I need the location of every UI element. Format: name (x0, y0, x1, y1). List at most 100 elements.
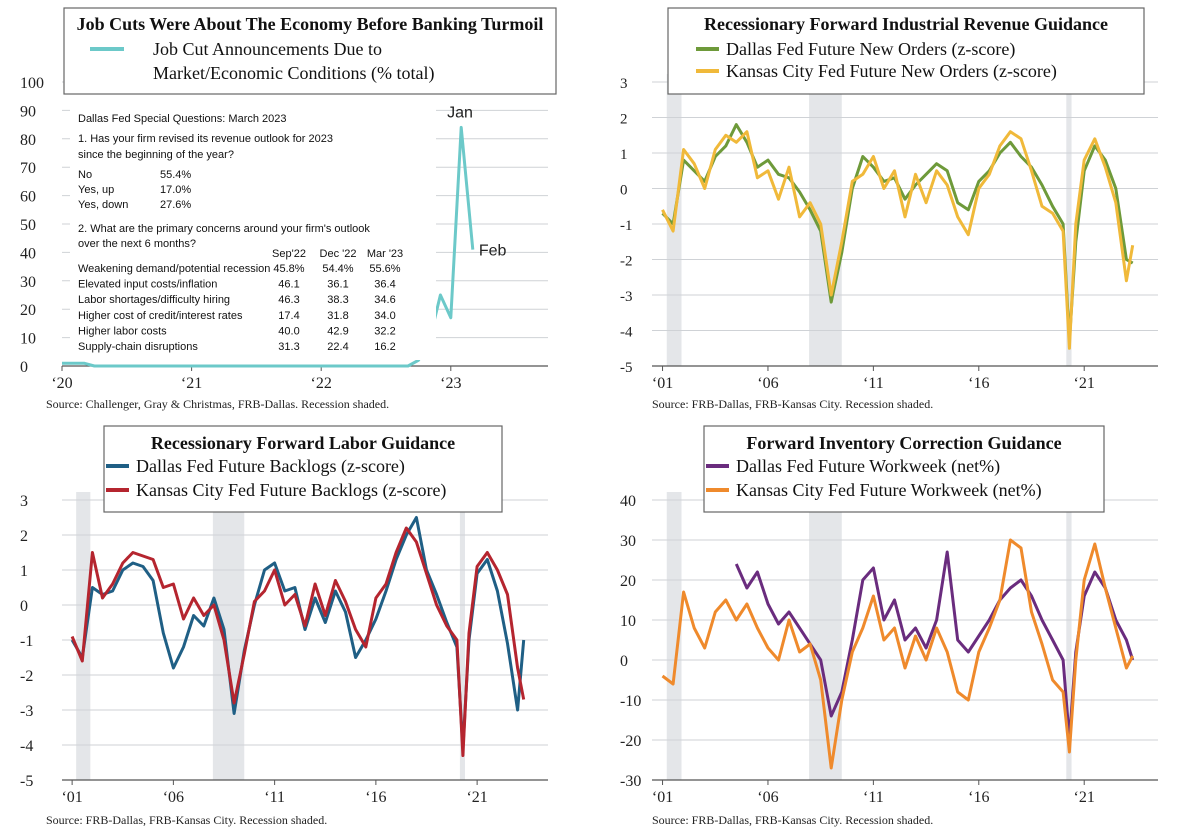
concern-value: 40.0 (278, 325, 299, 337)
question-2: over the next 6 months? (78, 238, 196, 250)
annotation-label: Feb (479, 243, 507, 260)
source-note: Source: FRB-Dallas, FRB-Kansas City. Rec… (652, 397, 933, 411)
concern-value: 31.3 (278, 341, 299, 353)
series-line-1 (70, 516, 526, 750)
y-tick-label: -10 (620, 693, 641, 710)
y-tick-label: -1 (20, 633, 33, 650)
concern-value: 16.2 (374, 341, 395, 353)
y-tick-label: -4 (620, 325, 633, 341)
y-tick-label: 0 (20, 359, 28, 376)
series-line-1 (62, 125, 475, 368)
y-tick-label: -1 (620, 218, 633, 234)
title-legend-box (667, 7, 1145, 95)
concern-value: 22.4 (327, 341, 348, 353)
series-line-2 (70, 526, 526, 757)
chart-title: Forward Inventory Correction Guidance (746, 433, 1061, 453)
y-tick-label: 2 (20, 528, 28, 545)
concern-value: 32.2 (374, 325, 395, 337)
inset-table: Dallas Fed Special Questions: March 2023… (70, 106, 436, 360)
column-header: Dec '22 (320, 248, 357, 260)
y-tick-label: 40 (20, 245, 36, 262)
concern-value: 45.8% (273, 263, 304, 275)
concern-label: Elevated input costs/inflation (78, 279, 217, 291)
y-tick-label: 80 (20, 132, 36, 149)
recession-band (666, 492, 682, 780)
concern-label: Higher labor costs (78, 325, 167, 337)
y-tick-label: 90 (20, 103, 36, 120)
x-tick-label: ‘20 (51, 375, 72, 392)
legend-label: Kansas City Fed Future Backlogs (z-score… (136, 480, 446, 501)
y-tick-label: 3 (20, 493, 28, 510)
chart-panel-2: -5 -4 -3 -2 -1 0 1 2 3 ‘01 ‘06 ‘11 ‘16 ‘21 Recessionar… (620, 7, 1158, 411)
answer-value: 27.6% (160, 199, 191, 211)
concern-value: 36.4 (374, 279, 395, 291)
column-header: Sep'22 (272, 248, 306, 260)
y-tick-label: 50 (20, 217, 36, 234)
y-tick-label: 3 (620, 76, 628, 92)
x-tick-label: ‘22 (311, 375, 332, 392)
legend-label: Kansas City Fed Future Workweek (net%) (736, 480, 1042, 501)
concern-value: 46.1 (278, 279, 299, 291)
concern-value: 38.3 (327, 294, 348, 306)
concern-value: 42.9 (327, 325, 348, 337)
chart-title: Job Cuts Were About The Economy Before B… (77, 14, 544, 34)
chart-title: Recessionary Forward Industrial Revenue … (704, 14, 1108, 34)
answer-label: Yes, down (78, 199, 128, 211)
title-legend-box (703, 425, 1105, 513)
y-tick-label: -30 (620, 773, 641, 790)
inset-background (70, 106, 436, 360)
y-tick-label: 1 (620, 147, 628, 163)
y-tick-label: 10 (620, 613, 636, 630)
question-1: since the beginning of the year? (78, 149, 234, 161)
concern-value: 55.6% (369, 263, 400, 275)
legend-label: Dallas Fed Future New Orders (z-score) (726, 39, 1015, 60)
title-legend-box (103, 425, 503, 513)
answer-label: Yes, up (78, 184, 114, 196)
y-tick-label: 0 (620, 653, 628, 670)
chart-panel-1: 0 10 20 30 40 50 60 70 80 90 100 ‘20 ‘21 ‘22 ‘23 Jan Feb… (20, 7, 557, 411)
y-tick-label: 60 (20, 189, 36, 206)
x-tick-label: ‘11 (264, 789, 285, 806)
y-tick-label: 30 (620, 533, 636, 550)
chart-panel-3: -5 -4 -3 -2 -1 0 1 2 3 ‘01 ‘06 ‘11 ‘16 ‘21 Recessionar… (20, 425, 548, 827)
x-tick-label: ‘11 (863, 375, 884, 392)
legend-label: Dallas Fed Future Workweek (net%) (736, 456, 1000, 477)
y-tick-label: -5 (20, 773, 33, 790)
x-tick-label: ‘23 (440, 375, 461, 392)
y-tick-label: 20 (20, 302, 36, 319)
concern-value: 34.6 (374, 294, 395, 306)
concern-label: Higher cost of credit/interest rates (78, 310, 243, 322)
x-tick-label: ‘01 (652, 375, 673, 392)
y-tick-label: 0 (620, 183, 628, 199)
x-tick-label: ‘11 (863, 789, 884, 806)
concern-label: Labor shortages/difficulty hiring (78, 294, 230, 306)
concern-value: 17.4 (278, 310, 299, 322)
y-tick-label: 100 (20, 75, 44, 92)
x-tick-label: ‘21 (181, 375, 202, 392)
source-note: Source: FRB-Dallas, FRB-Kansas City. Rec… (46, 813, 327, 827)
y-tick-label: 10 (20, 331, 36, 348)
chart-panel-4: -30 -20 -10 0 10 20 30 40 ‘01 ‘06 ‘11 ‘16 ‘21 Forward… (620, 425, 1158, 827)
chart-title: Recessionary Forward Labor Guidance (151, 433, 455, 453)
answer-value: 17.0% (160, 184, 191, 196)
legend-label: Kansas City Fed Future New Orders (z-sco… (726, 61, 1057, 82)
concern-value: 46.3 (278, 294, 299, 306)
y-tick-label: -3 (20, 703, 33, 720)
y-tick-label: 2 (620, 112, 628, 128)
y-tick-label: -3 (620, 289, 633, 305)
x-tick-label: ‘21 (1074, 375, 1095, 392)
concern-label: Supply-chain disruptions (78, 341, 198, 353)
x-tick-label: ‘16 (968, 789, 989, 806)
recession-band (1066, 74, 1072, 366)
y-tick-label: -2 (20, 668, 33, 685)
x-tick-label: ‘21 (1074, 789, 1095, 806)
answer-value: 55.4% (160, 169, 191, 181)
x-tick-label: ‘06 (163, 789, 184, 806)
recession-band (1066, 492, 1072, 780)
x-tick-label: ‘06 (757, 375, 778, 392)
answer-label: No (78, 169, 92, 181)
title-legend-box (63, 7, 557, 95)
y-tick-label: 40 (620, 493, 636, 510)
legend-label: Dallas Fed Future Backlogs (z-score) (136, 456, 405, 477)
